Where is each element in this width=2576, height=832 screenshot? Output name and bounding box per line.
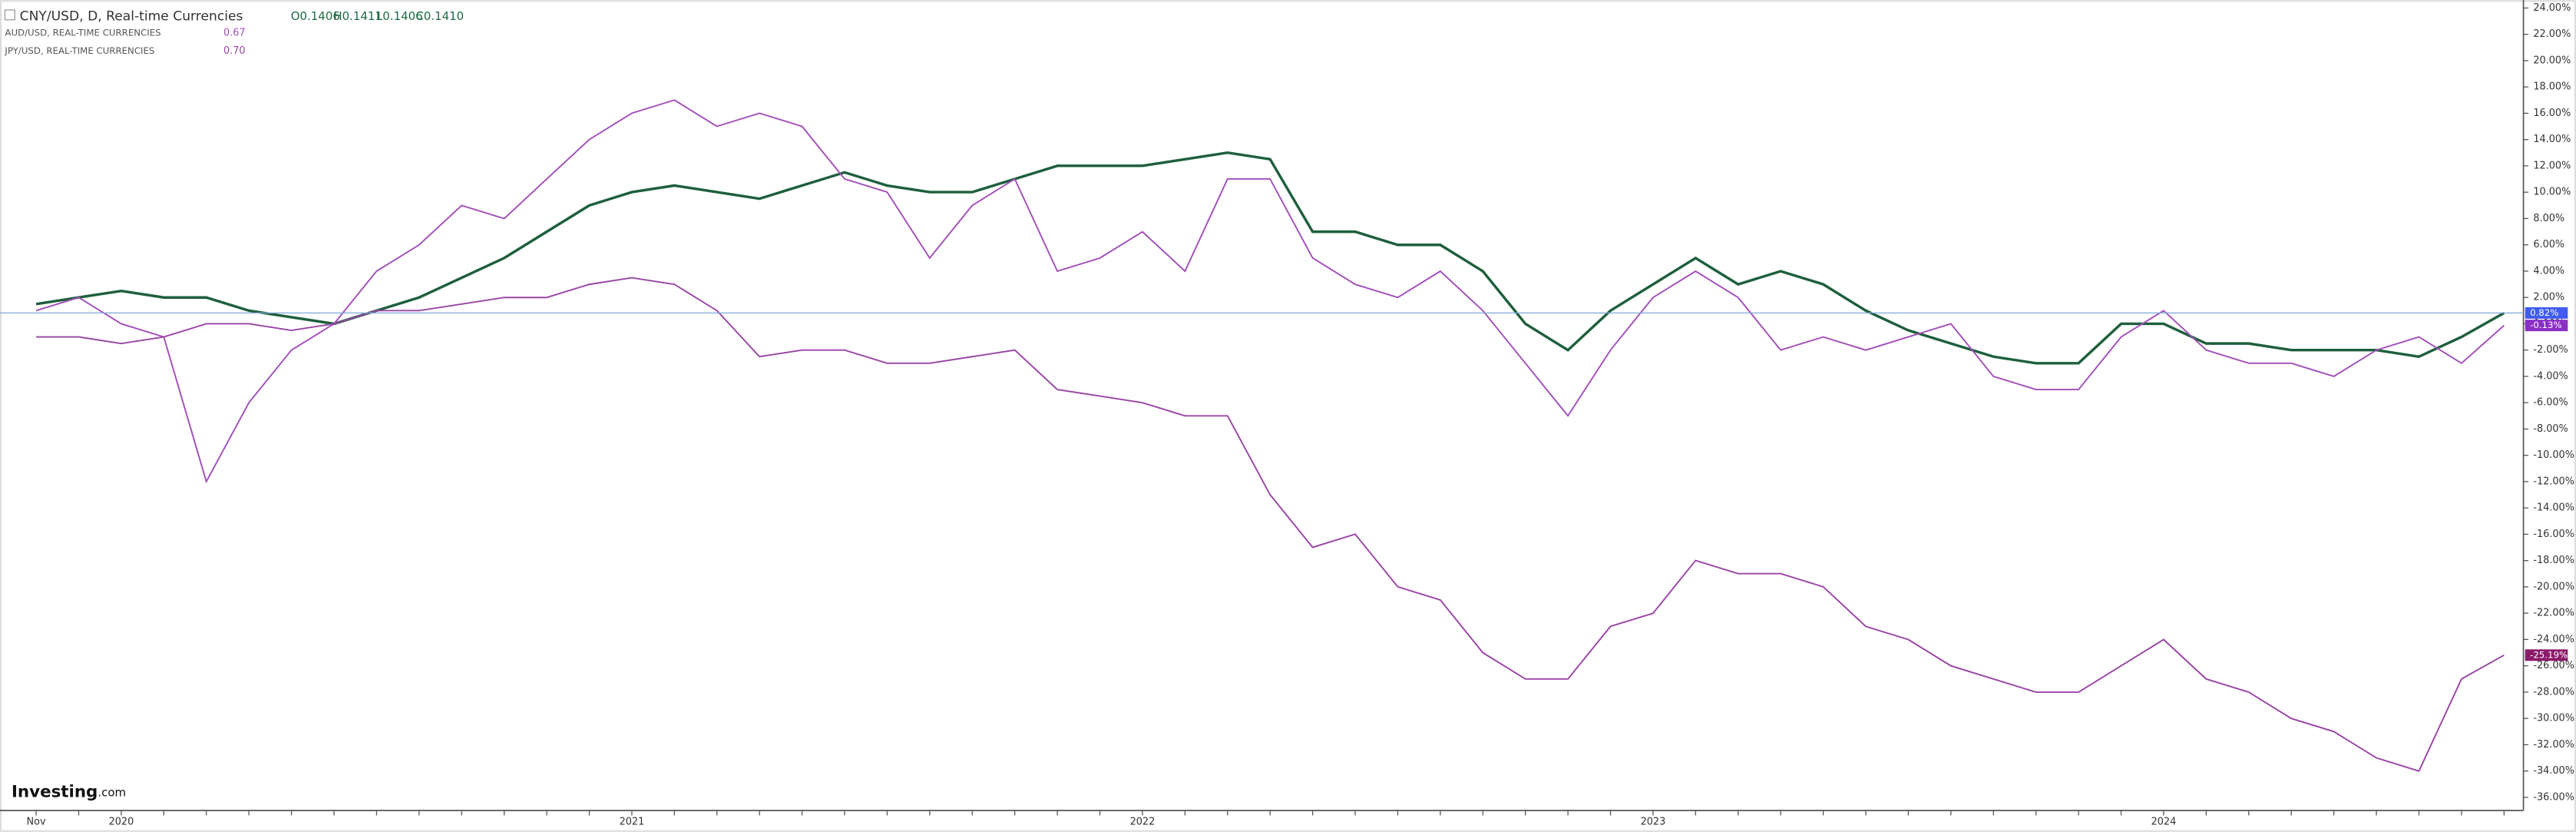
y-tick-label: -14.00% [2533, 502, 2574, 514]
y-tick-label: -34.00% [2533, 765, 2574, 777]
y-tick-label: -16.00% [2533, 529, 2574, 540]
y-tick-label: 24.00% [2533, 2, 2571, 14]
series-line [35, 99, 2505, 484]
x-tick-label: Nov [27, 816, 46, 827]
y-tick-label: 22.00% [2533, 28, 2571, 40]
y-tick-label: 4.00% [2533, 265, 2564, 277]
y-tick-label: -2.00% [2533, 344, 2568, 356]
y-tick-label: 10.00% [2533, 187, 2571, 198]
last-value-box [2525, 320, 2568, 332]
legend-value: 0.70 [223, 45, 246, 57]
ohlc-high: H0.1411 [333, 9, 382, 23]
y-tick-label: -20.00% [2533, 581, 2574, 592]
last-value-box [2525, 649, 2568, 661]
logo-brand: Investing [12, 782, 98, 801]
series-line [35, 151, 2505, 365]
y-tick-label: 12.00% [2533, 160, 2571, 171]
y-tick-label: 20.00% [2533, 55, 2571, 66]
legend-value: 0.67 [223, 27, 246, 38]
collapse-icon[interactable] [4, 9, 15, 21]
y-tick-label: -22.00% [2533, 608, 2574, 619]
y-tick-label: -32.00% [2533, 739, 2574, 751]
last-value-box [2525, 307, 2568, 319]
y-tick-label: -6.00% [2533, 397, 2568, 409]
ohlc-low: L0.1406 [376, 9, 423, 23]
x-tick-label: 2022 [1130, 816, 1156, 827]
y-tick-label: -26.00% [2533, 660, 2574, 671]
y-tick-label: 18.00% [2533, 81, 2571, 93]
x-tick-label: 2021 [620, 816, 645, 827]
y-tick-label: -24.00% [2533, 634, 2574, 645]
x-tick-label: 2020 [109, 816, 134, 827]
legend-entry: JPY/USD, REAL-TIME CURRENCIES [4, 45, 154, 56]
y-tick-label: 14.00% [2533, 134, 2571, 145]
y-tick-label: -36.00% [2533, 791, 2574, 803]
y-tick-label: 16.00% [2533, 108, 2571, 119]
y-tick-label: 2.00% [2533, 292, 2564, 303]
ohlc-close: C0.1410 [415, 9, 464, 23]
y-tick-label: -10.00% [2533, 449, 2574, 461]
chart-title: CNY/USD, D, Real-time Currencies [20, 9, 243, 25]
x-tick-label: 2024 [2151, 816, 2177, 827]
y-tick-label: -4.00% [2533, 370, 2568, 382]
x-tick-label: 2023 [1641, 816, 1666, 827]
y-tick-label: -8.00% [2533, 423, 2568, 435]
legend-entry: AUD/USD, REAL-TIME CURRENCIES [5, 27, 160, 38]
last-value-label: -0.13% [2530, 320, 2562, 330]
y-tick-label: 8.00% [2533, 213, 2564, 224]
last-value-label: 0.82% [2530, 307, 2558, 318]
y-tick-label: -30.00% [2533, 713, 2574, 724]
y-tick-label: -18.00% [2533, 555, 2574, 566]
series-line [36, 277, 2505, 772]
logo-suffix: .com [98, 785, 126, 799]
y-tick-label: 6.00% [2533, 239, 2564, 250]
logo: Investing.com [12, 782, 126, 801]
last-value-label: -25.19% [2530, 649, 2568, 660]
y-tick-label: -12.00% [2533, 476, 2574, 487]
y-tick-label: -28.00% [2533, 686, 2574, 698]
ohlc-open: O0.1406 [291, 9, 340, 23]
